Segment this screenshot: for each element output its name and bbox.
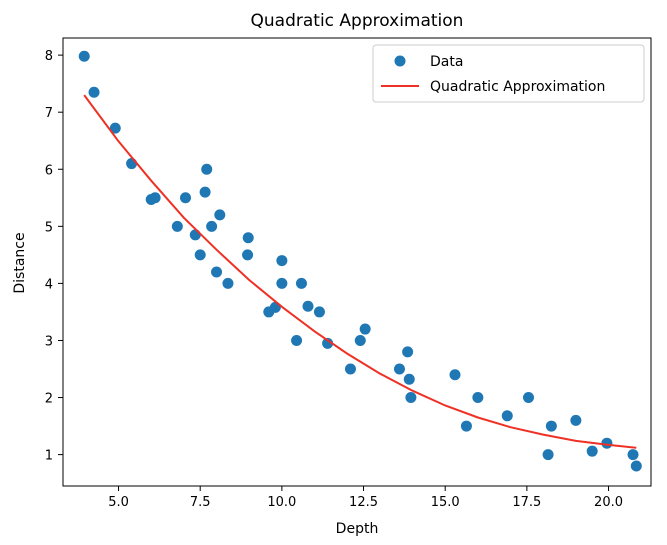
data-point (276, 277, 288, 289)
legend: Data Quadratic Approximation (372, 44, 645, 103)
y-tick-label: 7 (45, 106, 53, 121)
y-tick-label: 8 (45, 49, 53, 64)
x-axis-label: Depth (336, 521, 379, 537)
chart-title: Quadratic Approximation (251, 11, 464, 31)
data-point (460, 420, 472, 432)
data-point (199, 186, 211, 198)
data-point (542, 449, 554, 461)
y-tick-label: 4 (45, 277, 53, 292)
data-point (449, 369, 461, 381)
data-point (472, 392, 484, 404)
y-tick-label: 3 (45, 334, 53, 349)
data-point (126, 158, 138, 170)
x-tick-label: 5.0 (108, 495, 129, 510)
data-point (149, 192, 161, 204)
data-point (354, 334, 366, 346)
data-point (222, 277, 234, 289)
data-point (295, 277, 307, 289)
y-tick-label: 5 (45, 220, 53, 235)
data-point (601, 437, 613, 449)
data-point (171, 220, 183, 232)
data-point (523, 392, 534, 404)
x-tick-label: 7.5 (190, 495, 211, 510)
data-point (242, 232, 254, 244)
data-point (214, 209, 226, 221)
legend-box (372, 44, 645, 103)
data-point (276, 255, 288, 267)
data-point (359, 323, 371, 335)
data-point (302, 300, 314, 312)
data-point (206, 220, 218, 232)
data-point (78, 50, 90, 62)
data-point (313, 306, 325, 318)
data-point (570, 414, 582, 426)
y-tick-label: 2 (45, 392, 53, 407)
x-tick-label: 15.0 (431, 495, 460, 510)
data-point (393, 363, 405, 375)
x-tick-label: 17.5 (512, 495, 541, 510)
data-point (501, 410, 513, 422)
data-point (586, 445, 598, 457)
data-point (545, 420, 557, 432)
x-tick-label: 10.0 (267, 495, 296, 510)
data-point (405, 392, 417, 404)
fit-line (83, 94, 637, 449)
data-point (194, 249, 206, 261)
legend-label-fit: Quadratic Approximation (430, 79, 605, 95)
data-point (627, 449, 639, 461)
data-point (403, 373, 415, 385)
data-point (291, 334, 303, 346)
data-point (211, 266, 223, 278)
data-point (402, 346, 414, 358)
legend-label-data: Data (430, 54, 463, 70)
y-tick-label: 1 (45, 449, 53, 464)
data-point (88, 86, 100, 98)
data-point (201, 163, 213, 175)
data-point (189, 229, 201, 241)
data-point (242, 249, 254, 261)
x-tick-label: 12.5 (349, 495, 378, 510)
x-tick-label: 20.0 (594, 495, 623, 510)
legend-marker-data (394, 55, 406, 67)
data-point (630, 460, 642, 472)
data-point (180, 192, 191, 204)
y-tick-label: 6 (45, 163, 53, 178)
plot-area (62, 37, 652, 487)
data-point (109, 122, 121, 134)
data-point (322, 337, 334, 349)
y-axis-label: Distance (12, 232, 28, 293)
data-point (344, 363, 356, 375)
